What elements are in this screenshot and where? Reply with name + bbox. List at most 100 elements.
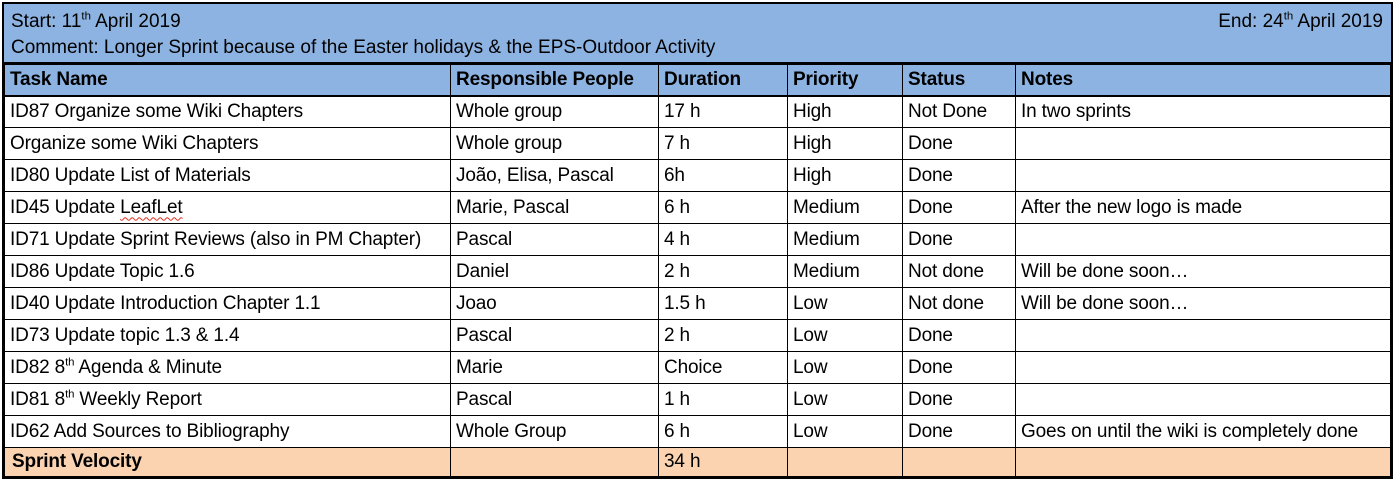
status-cell[interactable]: Not done (902, 255, 1016, 288)
task-name-cell[interactable]: ID80 Update List of Materials (4, 159, 451, 192)
responsible-people-cell[interactable]: Pascal (450, 319, 659, 352)
task-row: ID73 Update topic 1.3 & 1.4 Pascal 2 h Low D… (4, 319, 1391, 352)
task-name-cell[interactable]: Organize some Wiki Chapters (4, 127, 451, 160)
task-row: ID86 Update Topic 1.6 Daniel 2 h Medium Not … (4, 255, 1391, 288)
priority-cell[interactable]: High (787, 127, 903, 160)
duration-cell[interactable]: 6 h (658, 415, 788, 448)
notes-cell[interactable]: Goes on until the wiki is completely don… (1015, 415, 1391, 448)
notes-cell[interactable] (1015, 159, 1391, 192)
notes-cell[interactable]: In two sprints (1015, 95, 1391, 128)
notes-cell[interactable] (1015, 127, 1391, 160)
status-cell[interactable]: Done (902, 223, 1016, 256)
task-name-cell[interactable]: ID40 Update Introduction Chapter 1.1 (4, 287, 451, 320)
task-name-cell[interactable]: ID62 Add Sources to Bibliography (4, 415, 451, 448)
priority-cell[interactable]: High (787, 159, 903, 192)
task-row: ID82 8th Agenda & Minute Marie Choice Low Do… (4, 351, 1391, 384)
responsible-people-cell[interactable]: Pascal (450, 383, 659, 416)
text-segment: Organize some Wiki Chapters (10, 132, 259, 154)
status-cell[interactable]: Not Done (902, 95, 1016, 128)
task-name-cell[interactable]: ID73 Update topic 1.3 & 1.4 (4, 319, 451, 352)
column-header-status[interactable]: Status (902, 64, 1016, 97)
responsible-people-cell[interactable]: Daniel (450, 255, 659, 288)
task-name-cell[interactable]: ID86 Update Topic 1.6 (4, 255, 451, 288)
text-segment: ID45 Update (10, 196, 121, 218)
task-row: ID87 Organize some Wiki Chapters Whole gr… (4, 95, 1391, 128)
task-name-cell[interactable]: ID81 8th Weekly Report (4, 383, 451, 416)
notes-cell[interactable] (1015, 319, 1391, 352)
column-header-notes[interactable]: Notes (1015, 64, 1391, 97)
sprint-end-date[interactable]: End: 24th April 2019 (1218, 8, 1383, 35)
duration-cell[interactable]: 1.5 h (658, 287, 788, 320)
duration-cell[interactable]: 17 h (658, 95, 788, 128)
task-row: ID81 8th Weekly Report Pascal 1 h Low Done (4, 383, 1391, 416)
duration-cell[interactable]: 6h (658, 159, 788, 192)
priority-cell[interactable]: High (787, 95, 903, 128)
priority-cell[interactable]: Medium (787, 255, 903, 288)
notes-cell[interactable]: After the new logo is made (1015, 191, 1391, 224)
column-header-responsible-people[interactable]: Responsible People (450, 64, 659, 97)
duration-cell[interactable]: 2 h (658, 319, 788, 352)
status-cell[interactable]: Done (902, 191, 1016, 224)
responsible-people-cell[interactable]: Whole Group (450, 415, 659, 448)
priority-cell[interactable]: Low (787, 383, 903, 416)
text-segment: ID80 Update List of Materials (10, 164, 251, 186)
footer-responsible-cell[interactable] (450, 447, 659, 477)
duration-cell[interactable]: Choice (658, 351, 788, 384)
responsible-people-cell[interactable]: Marie (450, 351, 659, 384)
task-name-cell[interactable]: ID71 Update Sprint Reviews (also in PM C… (4, 223, 451, 256)
column-header-duration[interactable]: Duration (658, 64, 788, 97)
duration-cell[interactable]: 2 h (658, 255, 788, 288)
text-segment: April 2019 (1293, 11, 1383, 32)
sprint-velocity-label[interactable]: Sprint Velocity (4, 447, 451, 477)
footer-notes-cell[interactable] (1015, 447, 1391, 477)
task-name-cell[interactable]: ID87 Organize some Wiki Chapters (4, 95, 451, 128)
duration-cell[interactable]: 4 h (658, 223, 788, 256)
responsible-people-cell[interactable]: Pascal (450, 223, 659, 256)
sprint-info-band: Start: 11th April 2019 End: 24th April 2… (4, 4, 1391, 64)
sprint-dates-row: Start: 11th April 2019 End: 24th April 2… (11, 8, 1383, 35)
priority-cell[interactable]: Medium (787, 223, 903, 256)
status-cell[interactable]: Done (902, 319, 1016, 352)
sprint-table: Start: 11th April 2019 End: 24th April 2… (2, 2, 1393, 479)
priority-cell[interactable]: Low (787, 319, 903, 352)
status-cell[interactable]: Done (902, 127, 1016, 160)
notes-cell[interactable]: Will be done soon… (1015, 255, 1391, 288)
sprint-comment[interactable]: Comment: Longer Sprint because of the Ea… (11, 37, 716, 58)
sprint-start-date[interactable]: Start: 11th April 2019 (11, 8, 181, 35)
superscript-text: th (65, 356, 75, 369)
duration-cell[interactable]: 1 h (658, 383, 788, 416)
notes-cell[interactable] (1015, 383, 1391, 416)
status-cell[interactable]: Done (902, 351, 1016, 384)
duration-cell[interactable]: 6 h (658, 191, 788, 224)
notes-cell[interactable] (1015, 351, 1391, 384)
status-cell[interactable]: Done (902, 383, 1016, 416)
responsible-people-cell[interactable]: João, Elisa, Pascal (450, 159, 659, 192)
responsible-people-cell[interactable]: Whole group (450, 95, 659, 128)
task-name-cell[interactable]: ID45 Update LeafLet (4, 191, 451, 224)
column-header-priority[interactable]: Priority (787, 64, 903, 97)
priority-cell[interactable]: Low (787, 287, 903, 320)
text-segment: Weekly Report (74, 388, 202, 410)
status-cell[interactable]: Not done (902, 287, 1016, 320)
footer-priority-cell[interactable] (787, 447, 903, 477)
footer-duration-cell[interactable]: 34 h (658, 447, 788, 477)
status-cell[interactable]: Done (902, 415, 1016, 448)
status-cell[interactable]: Done (902, 159, 1016, 192)
duration-cell[interactable]: 7 h (658, 127, 788, 160)
priority-cell[interactable]: Low (787, 415, 903, 448)
sprint-velocity-row: Sprint Velocity 34 h (4, 447, 1391, 477)
column-header-task-name[interactable]: Task Name (4, 64, 451, 97)
responsible-people-cell[interactable]: Marie, Pascal (450, 191, 659, 224)
priority-cell[interactable]: Medium (787, 191, 903, 224)
notes-cell[interactable] (1015, 223, 1391, 256)
text-segment: ID86 Update Topic 1.6 (10, 260, 195, 282)
text-segment: End: 24 (1218, 11, 1284, 32)
task-row: Organize some Wiki Chapters Whole group 7 … (4, 127, 1391, 160)
text-segment: Start: 11 (11, 11, 82, 32)
task-name-cell[interactable]: ID82 8th Agenda & Minute (4, 351, 451, 384)
footer-status-cell[interactable] (902, 447, 1016, 477)
responsible-people-cell[interactable]: Whole group (450, 127, 659, 160)
responsible-people-cell[interactable]: Joao (450, 287, 659, 320)
priority-cell[interactable]: Low (787, 351, 903, 384)
notes-cell[interactable]: Will be done soon… (1015, 287, 1391, 320)
